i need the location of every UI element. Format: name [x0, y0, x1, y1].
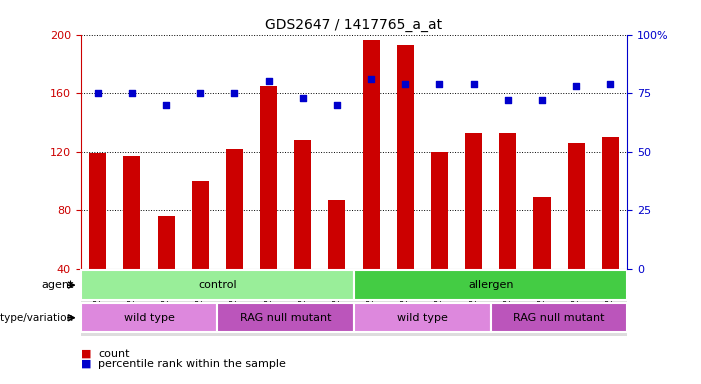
- Text: ■: ■: [81, 349, 91, 359]
- Bar: [260, 86, 277, 269]
- Point: [126, 90, 137, 96]
- Point: [263, 78, 274, 84]
- Bar: [362, 40, 380, 269]
- Text: percentile rank within the sample: percentile rank within the sample: [98, 359, 286, 369]
- Bar: [81, 303, 217, 333]
- Bar: [191, 181, 209, 269]
- Bar: [397, 45, 414, 269]
- Text: allergen: allergen: [468, 280, 513, 290]
- Bar: [568, 143, 585, 269]
- Point: [195, 90, 206, 96]
- Bar: [354, 303, 491, 333]
- Text: count: count: [98, 349, 130, 359]
- Point: [571, 83, 582, 89]
- Text: genotype/variation: genotype/variation: [0, 313, 74, 323]
- Bar: [354, 270, 627, 300]
- Bar: [533, 197, 550, 269]
- Text: agent: agent: [41, 280, 74, 290]
- Bar: [226, 149, 243, 269]
- Point: [605, 81, 616, 87]
- Point: [161, 102, 172, 108]
- Bar: [601, 137, 619, 269]
- Point: [297, 95, 308, 101]
- Bar: [491, 303, 627, 333]
- Bar: [123, 156, 140, 269]
- Bar: [158, 216, 175, 269]
- Bar: [217, 303, 354, 333]
- Title: GDS2647 / 1417765_a_at: GDS2647 / 1417765_a_at: [266, 18, 442, 32]
- Text: RAG null mutant: RAG null mutant: [240, 313, 332, 323]
- Point: [468, 81, 479, 87]
- Bar: [89, 153, 107, 269]
- Text: ■: ■: [81, 359, 91, 369]
- Point: [502, 97, 513, 103]
- Point: [536, 97, 547, 103]
- Text: wild type: wild type: [123, 313, 175, 323]
- Point: [400, 81, 411, 87]
- Bar: [81, 270, 354, 300]
- Text: wild type: wild type: [397, 313, 448, 323]
- Point: [92, 90, 103, 96]
- Point: [332, 102, 343, 108]
- Bar: [431, 152, 448, 269]
- Bar: [328, 200, 346, 269]
- Point: [434, 81, 445, 87]
- Bar: [499, 132, 517, 269]
- Bar: [465, 132, 482, 269]
- Bar: [294, 140, 311, 269]
- Point: [365, 76, 376, 82]
- Point: [229, 90, 240, 96]
- Text: control: control: [198, 280, 237, 290]
- Text: RAG null mutant: RAG null mutant: [513, 313, 605, 323]
